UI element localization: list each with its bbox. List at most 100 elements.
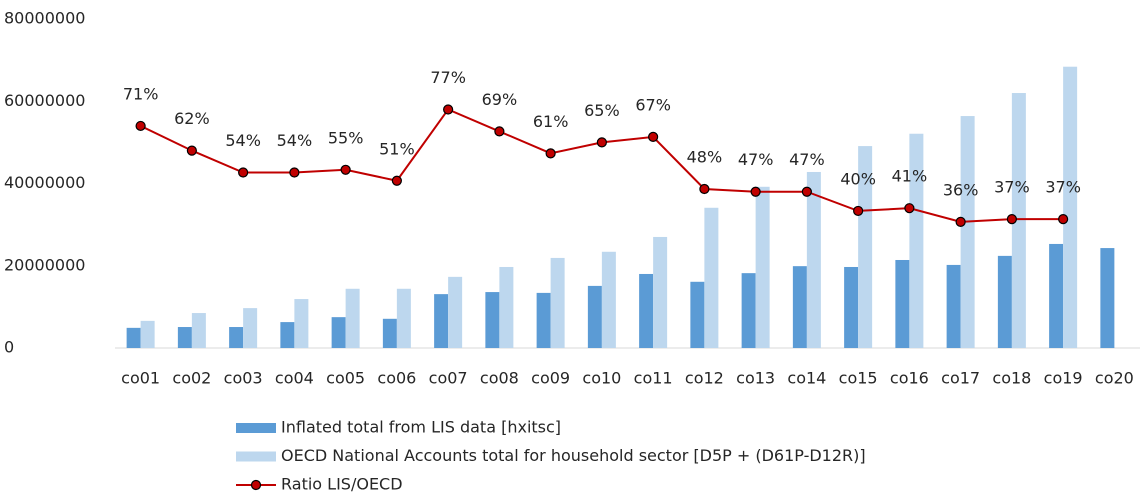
data-label: 37% bbox=[994, 178, 1030, 197]
line-marker bbox=[494, 126, 505, 137]
bar bbox=[704, 207, 719, 348]
data-label: 47% bbox=[738, 150, 774, 169]
x-tick-label: co20 bbox=[1095, 369, 1134, 388]
data-label: 40% bbox=[840, 169, 876, 188]
line-marker bbox=[1058, 214, 1069, 225]
data-label: 41% bbox=[892, 167, 928, 186]
bar bbox=[396, 288, 411, 348]
x-tick-label: co05 bbox=[326, 369, 365, 388]
bar bbox=[960, 116, 975, 349]
legend-label: Ratio LIS/OECD bbox=[281, 475, 403, 494]
bar bbox=[434, 294, 449, 348]
x-tick-label: co13 bbox=[736, 369, 775, 388]
x-tick-label: co19 bbox=[1044, 369, 1083, 388]
bar bbox=[485, 292, 500, 348]
line-marker bbox=[340, 164, 351, 175]
x-tick-label: co04 bbox=[275, 369, 314, 388]
data-label: 69% bbox=[482, 90, 518, 109]
data-label: 55% bbox=[328, 128, 364, 147]
bar bbox=[997, 255, 1012, 348]
bar bbox=[755, 186, 770, 348]
x-tick-label: co12 bbox=[685, 369, 724, 388]
x-tick-label: co01 bbox=[121, 369, 160, 388]
bar bbox=[382, 318, 397, 348]
bar bbox=[587, 285, 602, 348]
x-tick-label: co16 bbox=[890, 369, 929, 388]
bar bbox=[741, 273, 756, 348]
bar bbox=[499, 266, 514, 348]
bar bbox=[126, 327, 141, 348]
bar bbox=[1011, 93, 1026, 349]
bar bbox=[792, 266, 807, 348]
data-label: 36% bbox=[943, 180, 979, 199]
x-tick-label: co06 bbox=[377, 369, 416, 388]
bar bbox=[294, 299, 309, 348]
x-tick-label: co02 bbox=[172, 369, 211, 388]
data-label: 67% bbox=[635, 95, 671, 114]
line-marker bbox=[391, 175, 402, 186]
data-label: 47% bbox=[789, 150, 825, 169]
bar bbox=[895, 259, 910, 348]
legend-label: OECD National Accounts total for househo… bbox=[281, 446, 866, 465]
x-tick-label: co09 bbox=[531, 369, 570, 388]
bar bbox=[601, 251, 616, 348]
bar bbox=[177, 327, 192, 348]
y-tick-label: 60000000 bbox=[4, 91, 85, 110]
data-label: 37% bbox=[1045, 178, 1081, 197]
bar bbox=[858, 146, 873, 348]
line-marker bbox=[443, 104, 454, 115]
bar bbox=[806, 171, 821, 348]
line-marker bbox=[699, 183, 710, 195]
bar bbox=[690, 281, 705, 348]
line-marker bbox=[1006, 214, 1017, 225]
x-tick-label: co15 bbox=[839, 369, 878, 388]
data-label: 54% bbox=[225, 131, 261, 150]
bar bbox=[639, 273, 654, 348]
bar bbox=[844, 266, 859, 348]
bar bbox=[1100, 248, 1115, 348]
data-label: 61% bbox=[533, 112, 569, 131]
line-marker bbox=[545, 148, 556, 159]
bar bbox=[550, 257, 565, 348]
line-marker bbox=[289, 167, 300, 178]
y-tick-label: 0 bbox=[4, 338, 14, 357]
bar bbox=[229, 327, 244, 348]
data-label: 65% bbox=[584, 101, 620, 120]
x-tick-label: co10 bbox=[582, 369, 621, 388]
line-marker bbox=[904, 203, 915, 214]
line-marker bbox=[801, 186, 812, 197]
x-tick-label: co11 bbox=[634, 369, 673, 388]
x-tick-label: co14 bbox=[787, 369, 826, 388]
data-label: 54% bbox=[277, 131, 313, 150]
bar bbox=[536, 292, 551, 348]
legend-swatch bbox=[236, 451, 276, 462]
line-marker bbox=[238, 167, 249, 178]
data-label: 51% bbox=[379, 139, 415, 158]
line-marker bbox=[596, 137, 607, 148]
bar bbox=[1063, 66, 1078, 348]
legend-label: Inflated total from LIS data [hxitsc] bbox=[281, 418, 561, 437]
legend-marker bbox=[250, 479, 262, 491]
data-label: 48% bbox=[687, 147, 723, 166]
bar bbox=[280, 322, 295, 348]
bar bbox=[1049, 243, 1064, 348]
data-label: 62% bbox=[174, 109, 210, 128]
line bbox=[140, 108, 1064, 223]
line-marker bbox=[750, 186, 761, 197]
y-tick-label: 80000000 bbox=[4, 9, 85, 28]
x-tick-label: co08 bbox=[480, 369, 519, 388]
bar bbox=[448, 276, 463, 348]
line-marker bbox=[853, 205, 864, 217]
bar bbox=[191, 313, 206, 348]
bar bbox=[243, 308, 258, 348]
bar bbox=[331, 317, 346, 348]
bar bbox=[345, 288, 360, 348]
x-tick-label: co18 bbox=[992, 369, 1031, 388]
x-tick-label: co17 bbox=[941, 369, 980, 388]
legend-swatch bbox=[236, 423, 276, 433]
line-marker bbox=[955, 216, 966, 227]
line-marker bbox=[648, 131, 659, 142]
bar bbox=[909, 133, 924, 348]
bar bbox=[653, 236, 668, 348]
